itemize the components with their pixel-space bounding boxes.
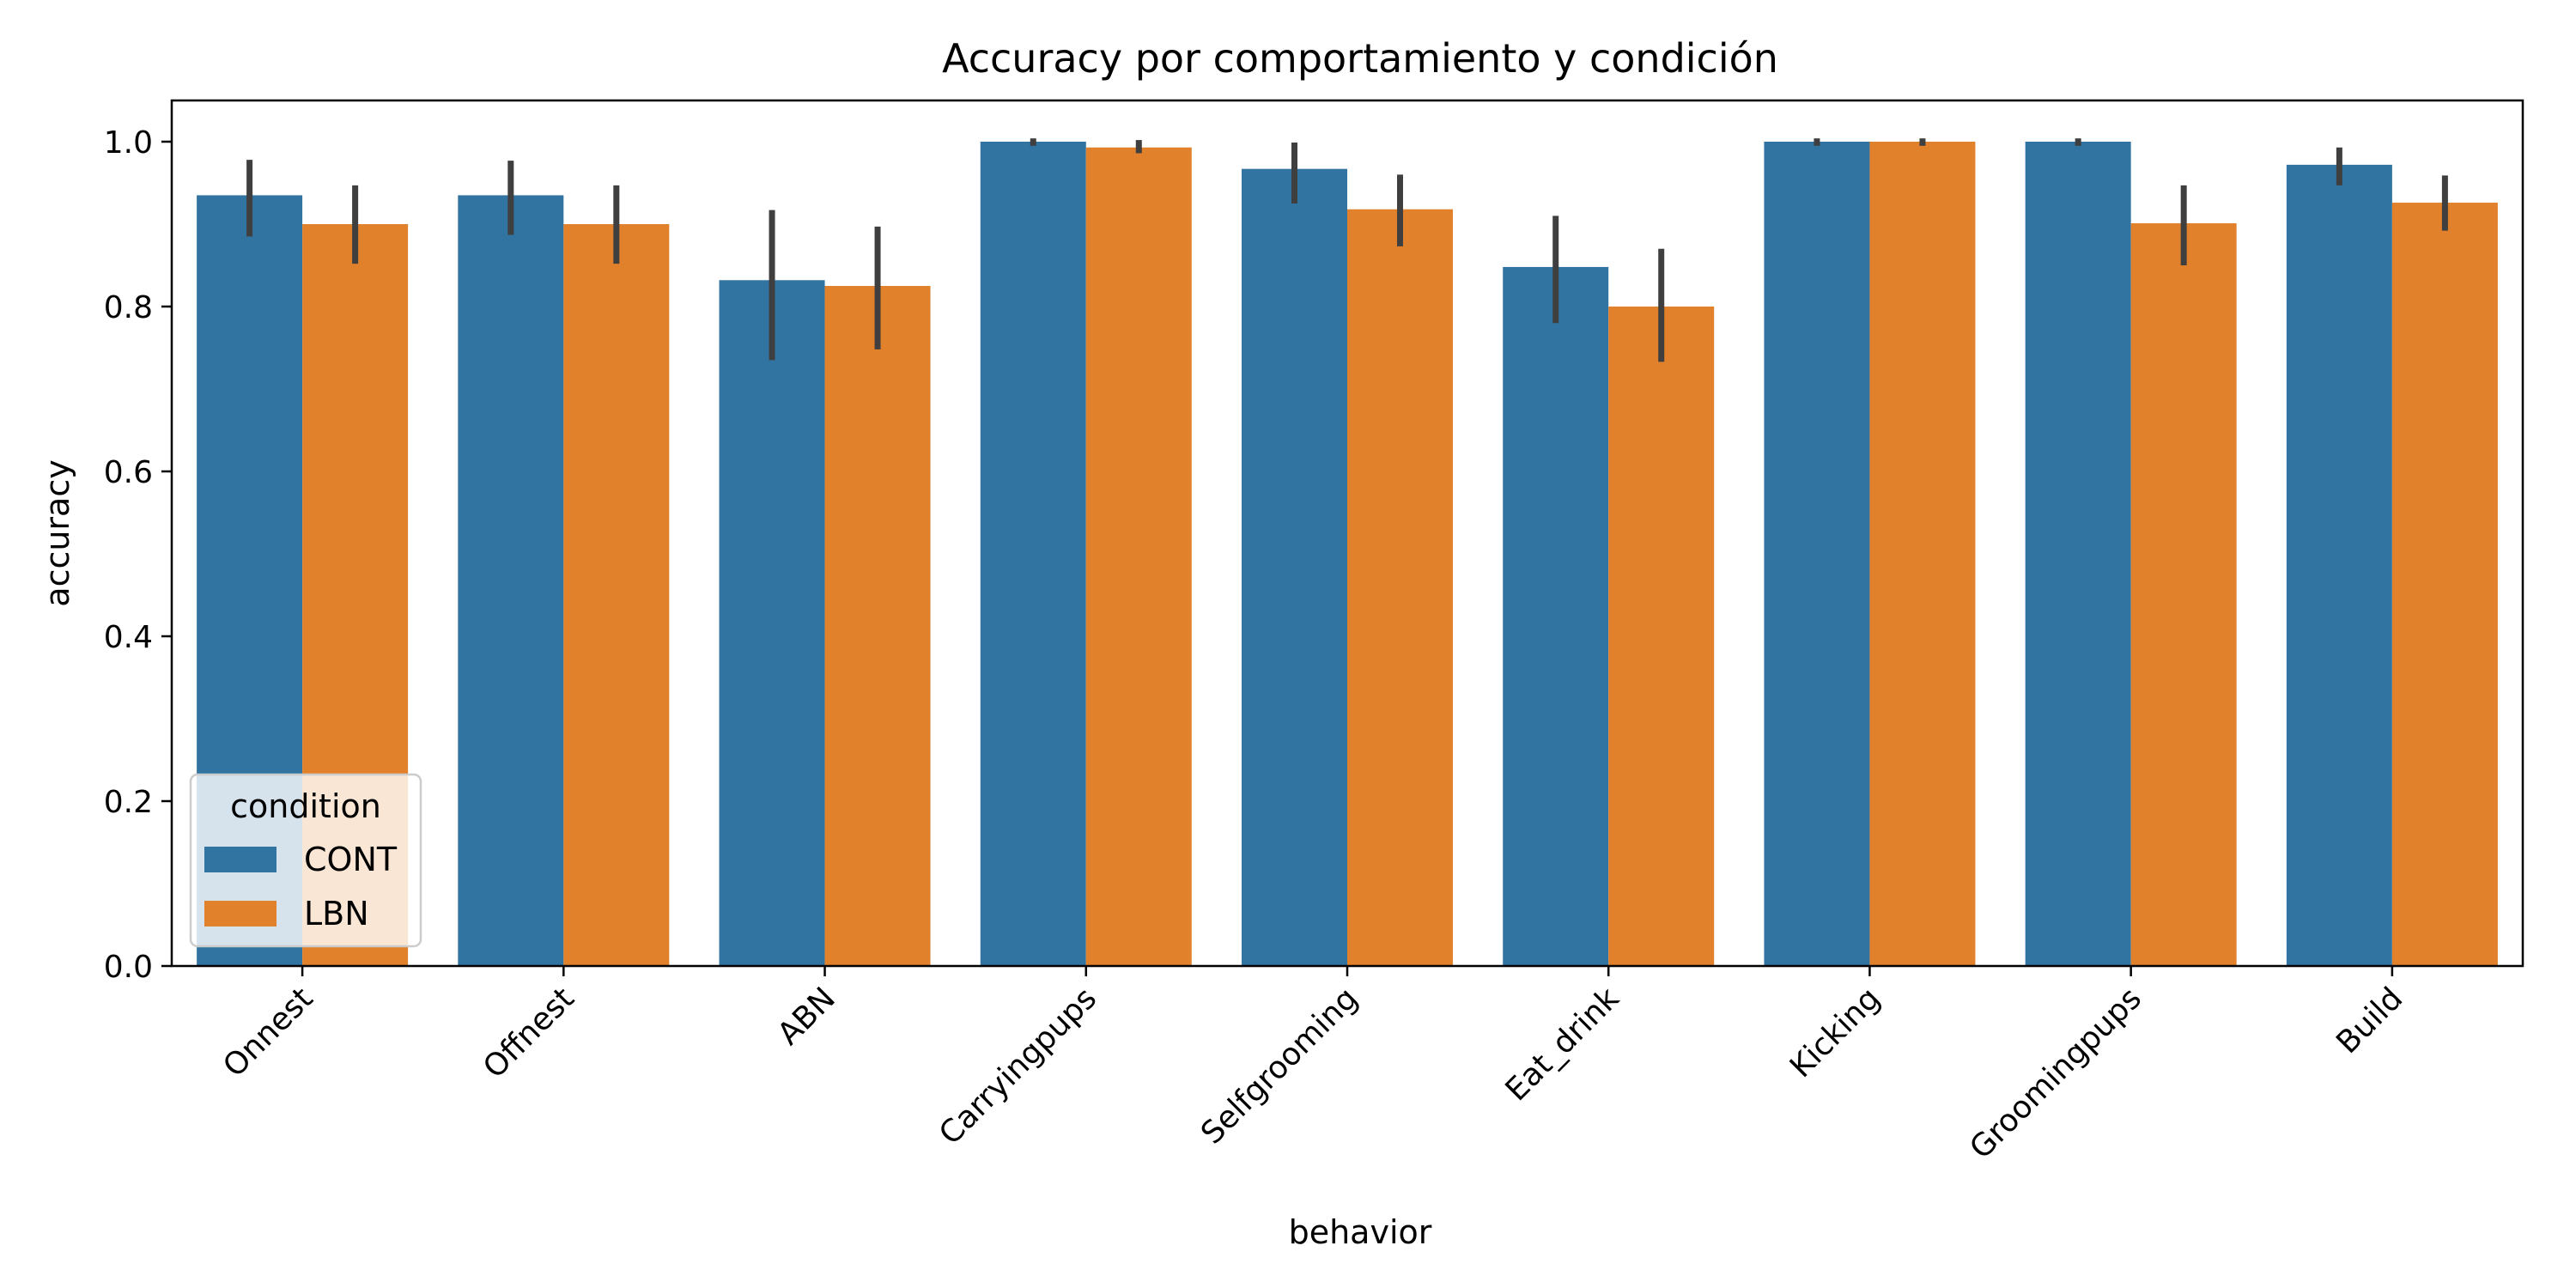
bar-lbn-eat_drink bbox=[1608, 307, 1715, 966]
bars-group bbox=[197, 142, 2498, 967]
error-bars-group bbox=[246, 138, 2448, 362]
y-tick-label: 0.2 bbox=[104, 785, 153, 820]
y-tick-label: 0.0 bbox=[104, 950, 153, 985]
bar-cont-eat_drink bbox=[1503, 266, 1609, 966]
bar-cont-kicking bbox=[1764, 142, 1870, 966]
y-axis-label: accuracy bbox=[39, 459, 76, 606]
bar-cont-build bbox=[2286, 164, 2392, 966]
y-tick-label: 1.0 bbox=[104, 125, 153, 161]
legend-label-cont: CONT bbox=[304, 841, 398, 878]
bar-cont-offnest bbox=[458, 195, 564, 966]
bar-lbn-carryingpups bbox=[1085, 147, 1192, 967]
bar-cont-carryingpups bbox=[980, 142, 1086, 966]
legend: condition CONT LBN bbox=[189, 773, 422, 948]
legend-swatch-cont bbox=[204, 847, 276, 872]
y-tick-label: 0.4 bbox=[104, 620, 153, 655]
bar-lbn-offnest bbox=[563, 224, 670, 966]
legend-label-lbn: LBN bbox=[304, 895, 369, 933]
y-tick-label: 0.6 bbox=[104, 455, 153, 490]
bar-cont-abn bbox=[719, 280, 825, 966]
bar-lbn-build bbox=[2391, 203, 2498, 967]
legend-title: condition bbox=[230, 787, 381, 825]
y-tick-label: 0.8 bbox=[104, 290, 153, 325]
legend-swatch-lbn bbox=[204, 901, 276, 927]
bar-lbn-selfgrooming bbox=[1347, 209, 1453, 967]
bar-cont-groomingpups bbox=[2025, 142, 2131, 966]
chart-title: Accuracy por comportamiento y condición bbox=[942, 35, 1778, 82]
y-axis: 0.0 0.2 0.4 0.6 0.8 1.0 bbox=[104, 125, 172, 985]
bar-cont-selfgrooming bbox=[1242, 168, 1347, 966]
x-axis-label: behavior bbox=[1289, 1213, 1432, 1251]
bar-lbn-groomingpups bbox=[2130, 223, 2237, 966]
bar-lbn-abn bbox=[824, 286, 931, 966]
bar-lbn-kicking bbox=[1869, 142, 1976, 966]
